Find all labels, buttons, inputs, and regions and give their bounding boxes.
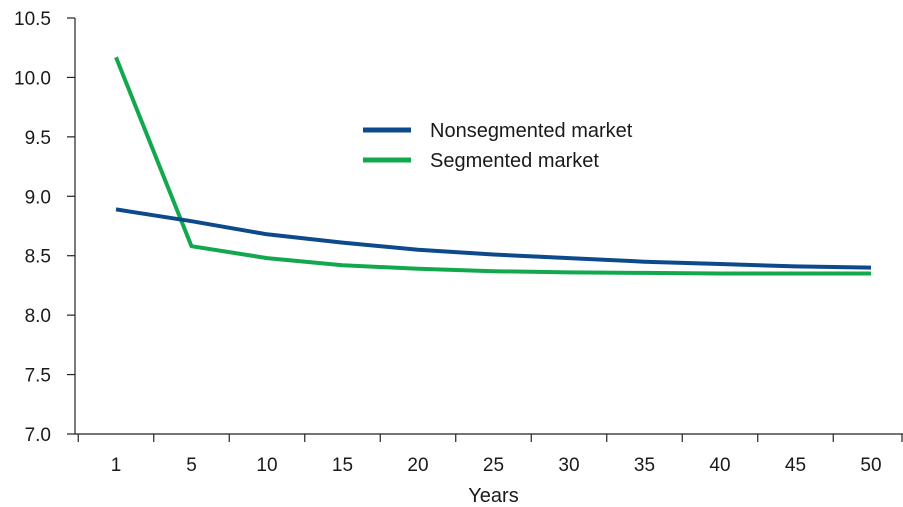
x-tick-label: 5 xyxy=(186,455,197,476)
x-tick-label: 15 xyxy=(332,455,353,476)
y-tick-label: 8.5 xyxy=(25,247,51,268)
legend-label-0: Nonsegmented market xyxy=(430,120,633,142)
x-tick-label: 35 xyxy=(634,455,655,476)
legend: Nonsegmented market Segmented market xyxy=(363,120,633,172)
y-tick-label: 8.0 xyxy=(25,306,51,327)
x-tick-label: 20 xyxy=(407,455,428,476)
x-axis: 1 5 10 15 20 25 30 35 40 45 50 xyxy=(75,433,903,476)
x-tick-label: 45 xyxy=(785,455,806,476)
y-tick-label: 9.0 xyxy=(25,187,51,208)
x-tick-label: 40 xyxy=(709,455,730,476)
x-tick-label: 10 xyxy=(256,455,277,476)
x-tick-label: 25 xyxy=(483,455,504,476)
y-tick-label: 9.5 xyxy=(25,128,51,149)
y-tick-label: 7.5 xyxy=(25,366,51,387)
y-tick-label: 10.0 xyxy=(14,68,51,89)
x-tick-label: 50 xyxy=(860,455,881,476)
series-line-1 xyxy=(114,56,871,276)
series-line-0 xyxy=(115,207,872,270)
y-tick-label: 10.5 xyxy=(14,9,51,30)
series-layer xyxy=(114,56,872,276)
x-axis-title: Years xyxy=(468,485,518,507)
y-axis: 7.0 7.5 8.0 8.5 9.0 9.5 10.0 10.5 xyxy=(14,9,76,446)
x-tick-label: 30 xyxy=(558,455,579,476)
y-tick-label: 7.0 xyxy=(25,425,51,446)
legend-label-1: Segmented market xyxy=(430,150,599,172)
x-tick-label: 1 xyxy=(111,455,122,476)
